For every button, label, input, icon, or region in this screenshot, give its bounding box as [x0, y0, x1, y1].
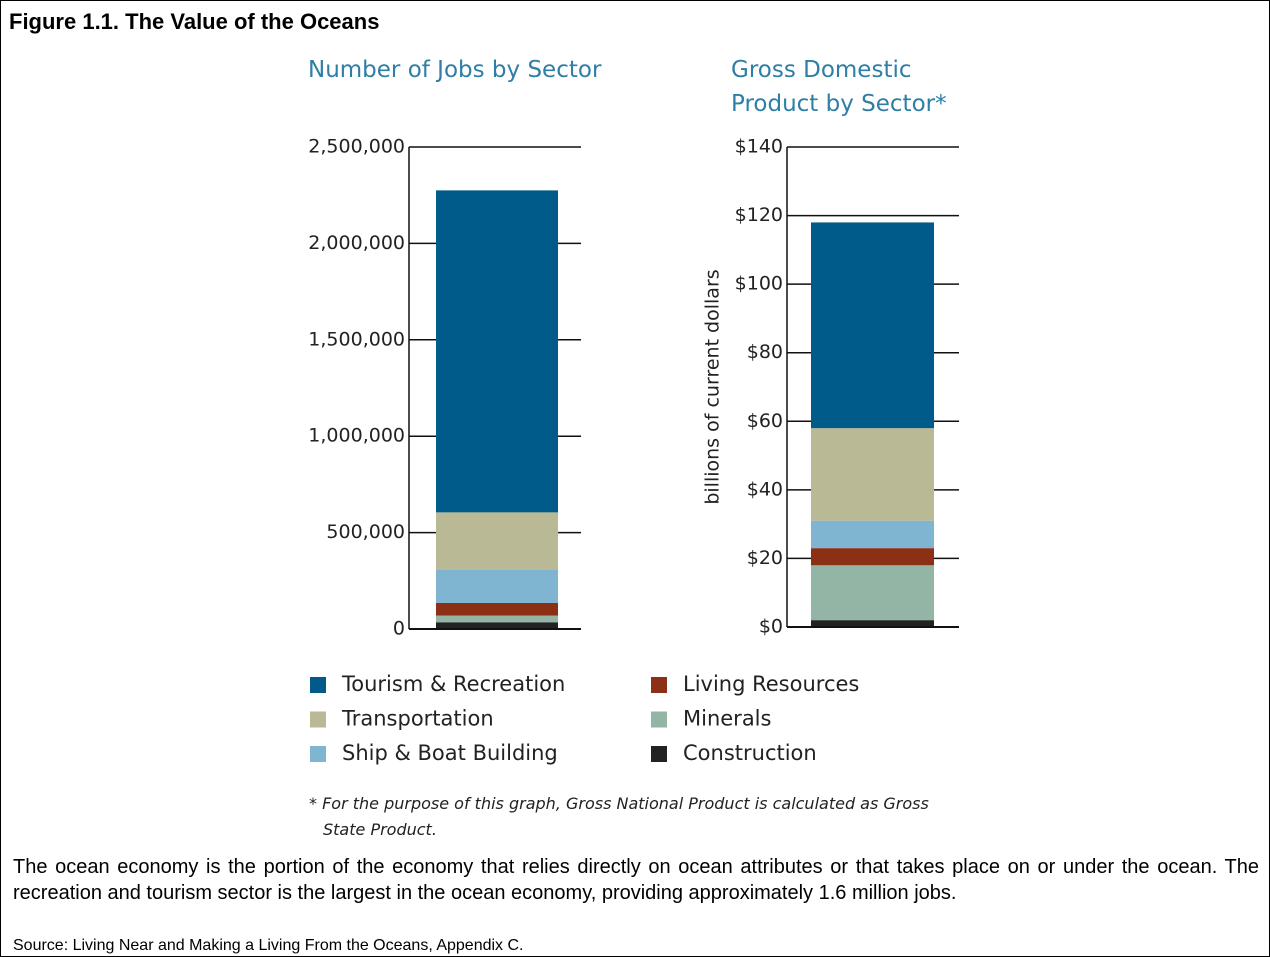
legend-label: Ship & Boat Building [342, 741, 558, 765]
legend-swatch [651, 711, 667, 728]
legend-swatch [310, 746, 326, 762]
y-tick-label: 0 [393, 618, 405, 640]
legend-swatch [651, 677, 667, 693]
chart-title: Number of Jobs by Sector [308, 57, 602, 83]
y-tick-label: 2,000,000 [308, 232, 405, 254]
legend-swatch [651, 746, 667, 762]
y-tick-label: 1,500,000 [308, 328, 405, 350]
source: Source: Living Near and Making a Living … [13, 937, 524, 954]
y-tick-label: $100 [735, 273, 783, 295]
caption: The ocean economy is the portion of the … [13, 856, 1259, 904]
y-tick-label: 2,500,000 [308, 136, 405, 158]
y-tick-label: 500,000 [326, 521, 405, 543]
y-tick-label: $80 [747, 341, 783, 363]
y-tick-label: $0 [759, 616, 783, 638]
bar-segment [436, 569, 558, 603]
bar-segment [811, 222, 934, 429]
legend-label: Tourism & Recreation [341, 672, 565, 696]
bar-segment [436, 190, 558, 513]
y-tick-label: $20 [747, 547, 783, 569]
bar-segment [436, 615, 558, 623]
bar-segment [811, 548, 934, 566]
bar-segment [811, 620, 934, 627]
legend-label: Transportation [341, 707, 494, 731]
footnote: * For the purpose of this graph, Gross N… [309, 794, 929, 839]
y-tick-label: 1,000,000 [308, 425, 405, 447]
legend-label: Minerals [683, 707, 771, 731]
y-tick-label: $140 [735, 136, 783, 158]
y-tick-label: $120 [735, 204, 783, 226]
bar-segment [436, 512, 558, 570]
bar-segment [811, 565, 934, 621]
y-tick-label: $60 [747, 410, 783, 432]
charts: 0 500,000 1,000,000 1,500,000 2,000,000 2,500… [308, 136, 959, 765]
bar-segment [436, 602, 558, 616]
y-axis-label: billions of current dollars [702, 269, 724, 504]
figure-title: Figure 1.1. The Value of the Oceans [9, 9, 380, 34]
y-tick-label: $40 [747, 478, 783, 500]
bar-segment [811, 520, 934, 549]
chart-title: Gross Domestic Product by Sector* [731, 57, 947, 117]
legend-swatch [310, 677, 326, 693]
legend-swatch [310, 711, 326, 728]
bar-segment [436, 622, 558, 629]
bar-segment [811, 428, 934, 521]
legend-label: Living Resources [683, 672, 859, 696]
legend-label: Construction [683, 741, 817, 765]
